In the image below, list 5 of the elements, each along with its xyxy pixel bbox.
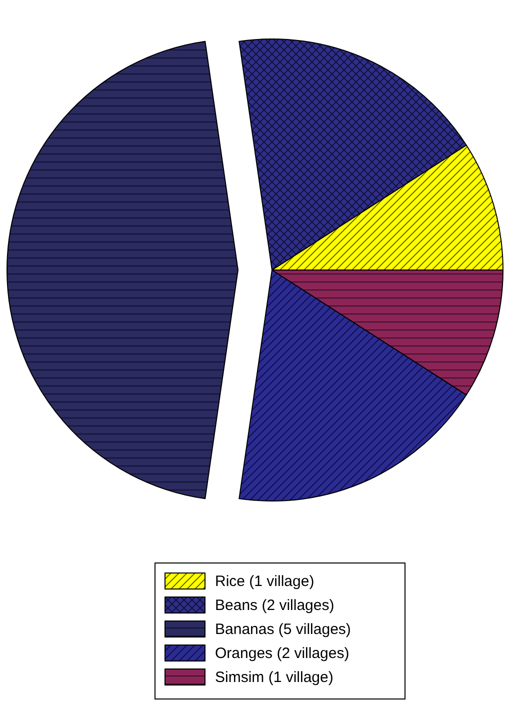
legend-label: Simsim (1 village) — [215, 669, 334, 686]
legend-label: Beans (2 villages) — [215, 597, 334, 614]
legend-label: Bananas (5 villages) — [215, 621, 351, 638]
legend-label: Oranges (2 villages) — [215, 645, 350, 662]
legend-label: Rice (1 village) — [215, 573, 314, 590]
